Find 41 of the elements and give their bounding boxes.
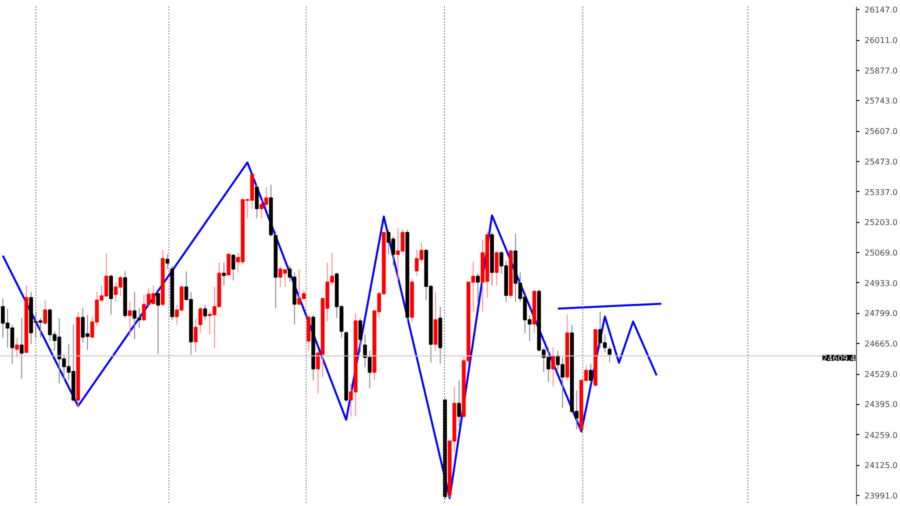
candlestick [494, 250, 499, 286]
y-tick-label: 24933.0 [864, 278, 898, 288]
candlestick [306, 314, 310, 352]
y-tick-label: 24259.0 [864, 430, 898, 440]
y-tick-label: 25473.0 [864, 157, 898, 166]
y-tick-label: 25337.0 [864, 188, 898, 197]
candlestick [166, 254, 170, 270]
candlestick [222, 262, 226, 286]
candlestick [20, 318, 24, 380]
candlestick [203, 304, 208, 320]
candlestick [109, 274, 113, 316]
candlestick [551, 347, 556, 388]
candlestick [15, 337, 19, 358]
y-tick-label: 25877.0 [864, 66, 898, 76]
y-tick-label: 24665.0 [864, 339, 898, 348]
candlestick [198, 306, 202, 334]
y-tick-label: 24799.0 [864, 309, 898, 318]
candlestick [608, 346, 612, 363]
candlestick [226, 252, 231, 276]
candlestick [254, 184, 259, 219]
candlestick [588, 363, 593, 382]
y-tick-label: 26147.0 [864, 5, 898, 14]
candlestick [476, 272, 480, 302]
candlestick [128, 301, 132, 337]
candlestick [194, 318, 198, 353]
candlestick [358, 318, 362, 353]
y-tick-label: 25203.0 [864, 218, 898, 228]
ref-line-label: 24609.4 [822, 354, 856, 363]
line-series [2, 161, 658, 500]
candlestick [156, 292, 160, 355]
y-tick-label: 25607.0 [864, 127, 898, 136]
candlestick [43, 300, 48, 326]
y-tick-label: 26011.0 [864, 36, 898, 46]
y-tick-label: 25069.0 [864, 248, 898, 258]
candlestick [231, 254, 236, 282]
candlestick [457, 380, 461, 427]
y-tick-label: 23991.0 [864, 491, 898, 500]
y-tick-label: 24395.0 [864, 400, 898, 410]
y-tick-label: 24529.0 [864, 370, 898, 380]
y-tick-label: 24125.0 [864, 461, 898, 470]
y-tick-label: 25743.0 [864, 96, 898, 106]
